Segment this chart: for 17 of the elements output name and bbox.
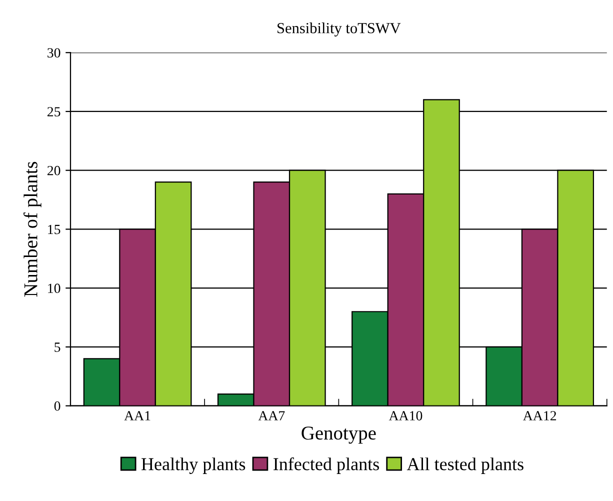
y-tick-label: 0	[54, 401, 60, 411]
x-tick-label: AA7	[258, 411, 285, 420]
x-tick-label: AA1	[124, 411, 150, 420]
chart-title: Sensibility toTSWV	[278, 22, 401, 36]
y-tick-label: 5	[54, 342, 60, 352]
y-tick-label: 30	[48, 48, 60, 58]
y-tick-label: 15	[48, 224, 60, 234]
y-tick-label: 10	[48, 284, 60, 294]
x-tick-label: AA12	[522, 411, 556, 420]
x-tick-label: AA10	[388, 411, 422, 420]
y-tick-label: 25	[47, 107, 60, 116]
x-axis-title: Genotype	[302, 426, 376, 444]
y-tick-label: 20	[47, 166, 60, 176]
legend-label: Infected plants	[274, 457, 379, 474]
y-axis-title: Number of plants	[23, 162, 42, 297]
legend-label: All tested plants	[406, 458, 524, 474]
legend-label: Healthy plants	[141, 458, 246, 474]
